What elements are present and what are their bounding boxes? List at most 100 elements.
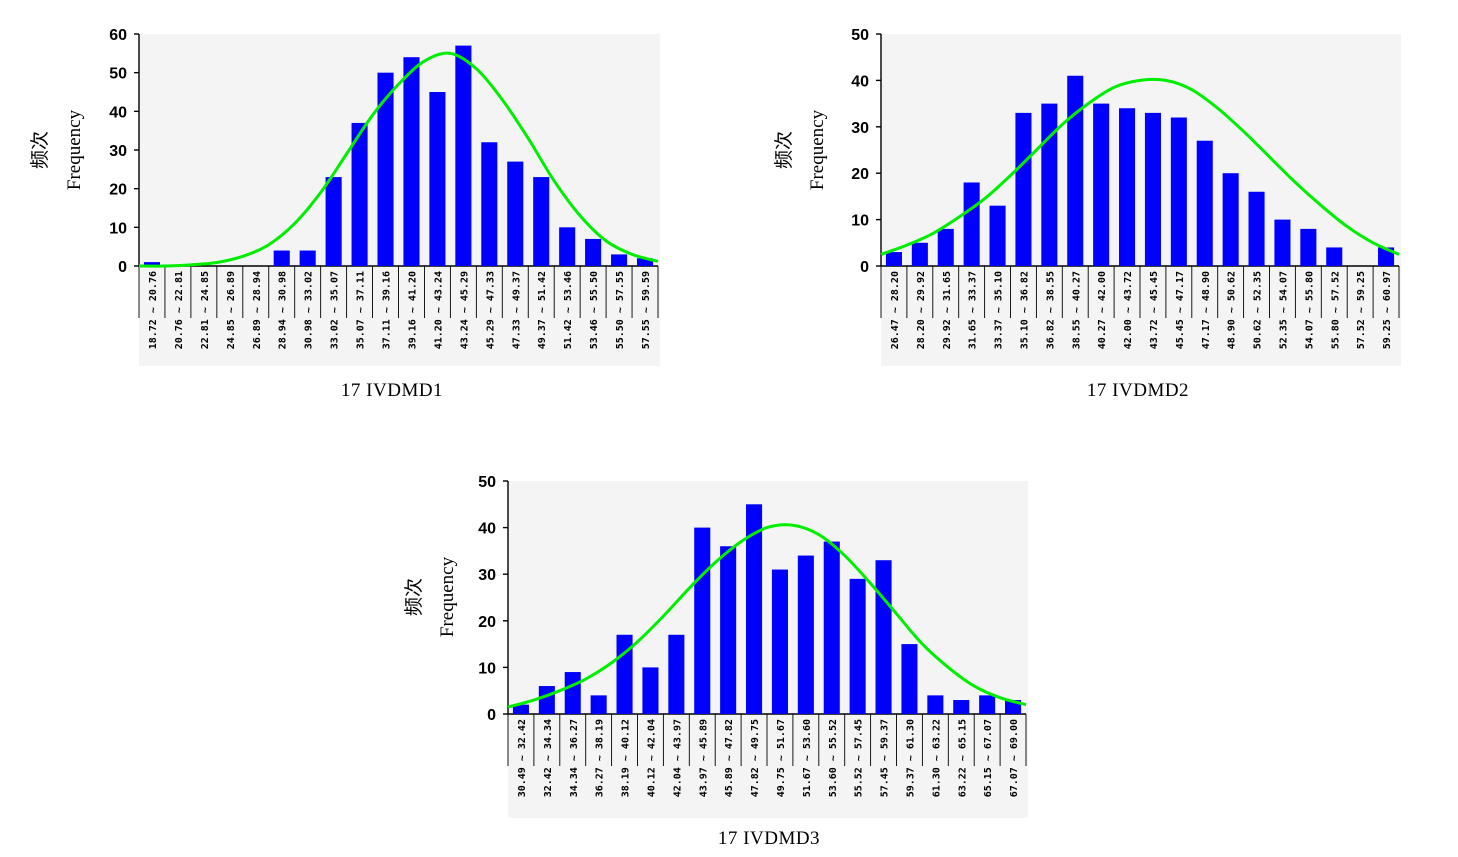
bar xyxy=(1222,173,1239,266)
y-tick-label: 10 xyxy=(109,220,127,237)
y-tick-label: 0 xyxy=(860,259,869,276)
bar xyxy=(668,634,685,714)
bar xyxy=(885,252,902,266)
x-tick-label: 41.20 ~ 43.24 xyxy=(433,271,444,349)
x-tick-label: 42.04 ~ 43.97 xyxy=(672,719,683,797)
chart-title: 17 IVDMD1 xyxy=(341,380,443,401)
bar xyxy=(325,177,342,266)
y-tick-label: 50 xyxy=(851,27,869,44)
bar xyxy=(911,242,928,266)
y-tick-label: 10 xyxy=(478,660,496,677)
x-tick-label: 36.82 ~ 38.55 xyxy=(1045,271,1056,349)
bar xyxy=(694,527,711,714)
y-tick-label: 40 xyxy=(851,73,869,90)
y-tick-label: 30 xyxy=(478,567,496,584)
x-tick-label: 18.72 ~ 20.76 xyxy=(148,271,159,349)
x-tick-label: 51.42 ~ 53.46 xyxy=(563,271,574,349)
x-tick-label: 47.82 ~ 49.75 xyxy=(750,719,761,797)
x-tick-label: 37.11 ~ 39.16 xyxy=(382,271,393,349)
y-tick-label: 60 xyxy=(109,27,127,44)
y-tick-label: 50 xyxy=(478,474,496,491)
bar xyxy=(979,695,996,714)
x-tick-label: 26.47 ~ 28.20 xyxy=(890,271,901,349)
plot-background xyxy=(139,34,660,366)
bar xyxy=(823,541,840,714)
x-tick-label: 55.50 ~ 57.55 xyxy=(615,271,626,349)
bar xyxy=(585,238,602,266)
x-tick-label: 43.72 ~ 45.45 xyxy=(1149,271,1160,349)
x-tick-label: 57.45 ~ 59.37 xyxy=(880,719,891,797)
x-tick-label: 22.81 ~ 24.85 xyxy=(200,271,211,349)
x-tick-label: 45.89 ~ 47.82 xyxy=(724,719,735,797)
y-tick-label: 0 xyxy=(487,707,496,724)
bar xyxy=(611,254,628,266)
bar xyxy=(351,122,368,266)
normal-curve xyxy=(880,77,1400,256)
x-tick-label: 38.55 ~ 40.27 xyxy=(1071,271,1082,349)
bar xyxy=(963,182,980,266)
bar xyxy=(771,569,788,714)
x-tick-label: 42.00 ~ 43.72 xyxy=(1123,271,1134,349)
x-tick-label: 20.76 ~ 22.81 xyxy=(174,271,185,349)
y-axis-label-en: Frequency xyxy=(437,556,458,637)
bar xyxy=(937,228,954,266)
bar xyxy=(143,262,161,266)
bar xyxy=(636,258,654,266)
bar xyxy=(927,695,944,714)
bar xyxy=(1170,117,1187,267)
x-tick-label: 43.97 ~ 45.89 xyxy=(698,719,709,797)
bar xyxy=(901,644,918,714)
x-tick-label: 55.52 ~ 57.45 xyxy=(854,719,865,797)
bar xyxy=(1041,103,1058,266)
x-tick-label: 28.20 ~ 29.92 xyxy=(916,271,927,349)
x-tick-label: 48.90 ~ 50.62 xyxy=(1227,271,1238,349)
bar xyxy=(1119,108,1136,267)
chart-1: 0 10 20 30 40 50 60 18.72 ~ 20.76 20.76 ~ 22.81 2… xyxy=(29,27,660,401)
x-tick-label: 65.15 ~ 67.07 xyxy=(983,719,994,797)
y-tick-label: 40 xyxy=(478,521,496,538)
x-tick-label: 51.67 ~ 53.60 xyxy=(802,719,813,797)
x-tick-label: 61.30 ~ 63.22 xyxy=(931,719,942,797)
x-tick-label: 45.29 ~ 47.33 xyxy=(485,271,496,349)
bar xyxy=(455,45,472,266)
bar xyxy=(299,250,316,266)
bar xyxy=(1274,219,1291,266)
x-tick-label: 59.37 ~ 61.30 xyxy=(905,719,916,797)
x-tick-label: 35.10 ~ 36.82 xyxy=(1019,271,1030,349)
y-tick-label: 30 xyxy=(109,143,127,160)
bar xyxy=(481,142,498,266)
bar xyxy=(1144,112,1161,266)
x-tick-label: 52.35 ~ 54.07 xyxy=(1278,271,1289,349)
x-tick-label: 28.94 ~ 30.98 xyxy=(278,271,289,349)
x-tick-label: 40.12 ~ 42.04 xyxy=(646,719,657,797)
x-tick-label: 31.65 ~ 33.37 xyxy=(968,271,979,349)
chart-title: 17 IVDMD3 xyxy=(718,828,820,849)
bar xyxy=(1248,191,1265,266)
x-tick-label: 38.19 ~ 40.12 xyxy=(621,719,632,797)
bar xyxy=(403,57,420,267)
bar xyxy=(875,560,892,714)
x-tick-label: 59.25 ~ 60.97 xyxy=(1382,271,1393,349)
bar xyxy=(720,546,737,714)
y-axis-label-en: Frequency xyxy=(64,109,85,190)
bar xyxy=(1067,75,1084,266)
bar xyxy=(429,92,446,266)
y-tick-label: 20 xyxy=(851,166,869,183)
x-tick-label: 47.33 ~ 49.37 xyxy=(511,271,522,349)
chart-title: 17 IVDMD2 xyxy=(1087,380,1189,401)
x-tick-label: 57.55 ~ 59.59 xyxy=(641,271,652,349)
x-tick-label: 26.89 ~ 28.94 xyxy=(252,271,263,349)
plot-background xyxy=(508,481,1028,818)
x-tick-label: 39.16 ~ 41.20 xyxy=(407,271,418,349)
bar xyxy=(1326,247,1343,266)
y-tick-label: 10 xyxy=(851,213,869,230)
chart-3: 0 10 20 30 40 50 30.49 ~ 32.42 32.42 ~ 34.34 34.… xyxy=(403,474,1028,849)
chart-2: 0 10 20 30 40 50 26.47 ~ 28.20 28.20 ~ 29.92 29.… xyxy=(773,27,1401,401)
x-tick-label: 33.02 ~ 35.07 xyxy=(330,271,341,349)
x-tick-label: 47.17 ~ 48.90 xyxy=(1201,271,1212,349)
x-tick-label: 53.46 ~ 55.50 xyxy=(589,271,600,349)
x-tick-label: 30.49 ~ 32.42 xyxy=(517,719,528,797)
x-tick-label: 55.80 ~ 57.52 xyxy=(1330,271,1341,349)
x-tick-label: 36.27 ~ 38.19 xyxy=(595,719,606,797)
bar xyxy=(746,504,763,714)
